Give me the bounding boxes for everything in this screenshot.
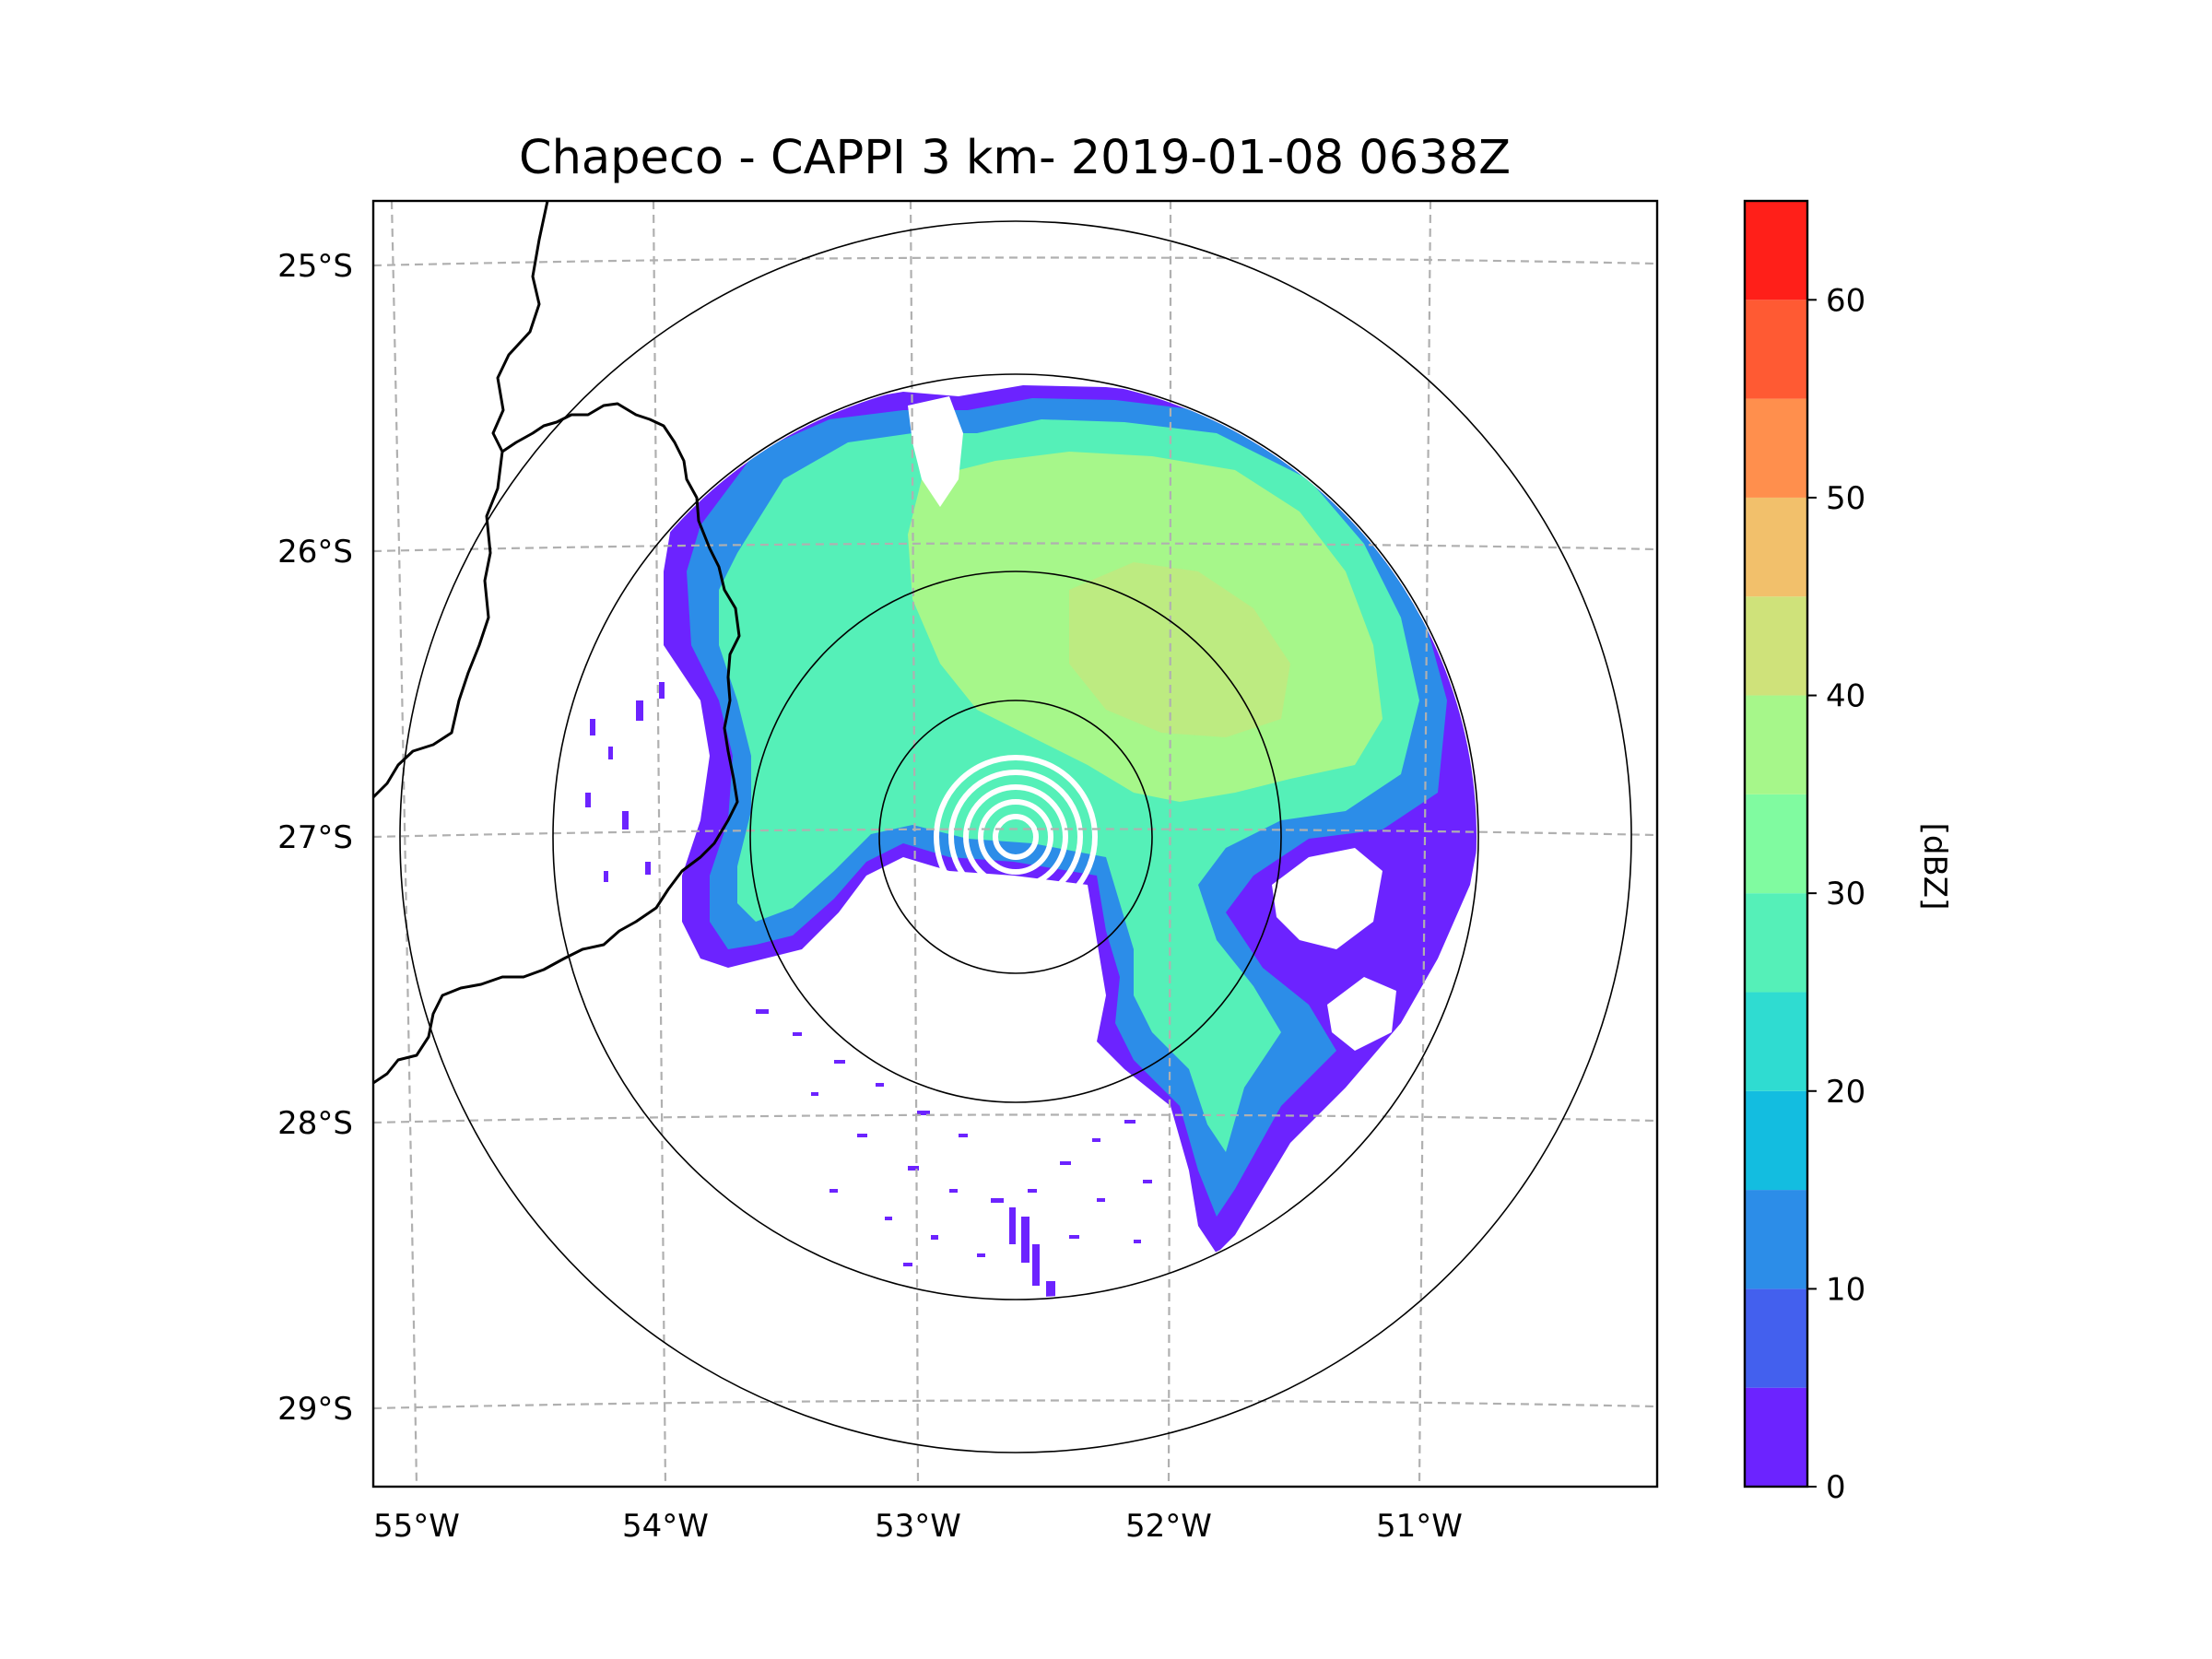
lon-tick-label: 53°W — [875, 1508, 961, 1545]
parallel-28s — [373, 1113, 1657, 1124]
colorbar-frame — [1743, 199, 1809, 1488]
echo-gap-east — [1272, 848, 1382, 949]
speckle-echoes — [585, 682, 1152, 1298]
colorbar-tick-label: 20 — [1826, 1074, 1865, 1111]
border-argentina-paraguay — [373, 201, 549, 799]
echo-gap-southeast — [1327, 977, 1396, 1051]
range-ring-4 — [399, 220, 1632, 1453]
colorbar-tick-label: 60 — [1826, 282, 1865, 319]
lat-tick-label: 25°S — [277, 248, 353, 285]
colorbar-level — [1745, 695, 1807, 794]
echo-gap-north — [908, 396, 963, 507]
colorbar-level — [1745, 1387, 1807, 1487]
colorbar-tick-label: 30 — [1826, 876, 1865, 912]
colorbar-level — [1745, 1190, 1807, 1289]
lat-tick-label: 26°S — [277, 534, 353, 571]
clutter-rings — [934, 755, 1098, 919]
latitude-labels: 25°S 26°S 27°S 28°S 29°S — [277, 248, 353, 1428]
reflectivity-field — [585, 385, 1477, 1298]
lon-tick-label: 51°W — [1376, 1508, 1463, 1545]
colorbar-level — [1745, 201, 1807, 300]
parallel-27s — [373, 828, 1657, 839]
range-ring-2 — [749, 571, 1282, 1103]
range-ring-3 — [552, 373, 1479, 1300]
echo-core — [1069, 562, 1290, 737]
parallel-25s — [373, 256, 1657, 267]
colorbar-level — [1745, 794, 1807, 894]
colorbar-level — [1745, 893, 1807, 993]
map-panel: 55°W 54°W 53°W 52°W 51°W 25°S 26°S 27°S 28°S 29°… — [277, 199, 1659, 1545]
longitude-labels: 55°W 54°W 53°W 52°W 51°W — [373, 1508, 1463, 1545]
range-ring-1 — [878, 700, 1153, 974]
colorbar-level — [1745, 596, 1807, 696]
range-rings — [399, 220, 1632, 1453]
parallel-26s — [373, 542, 1657, 553]
colorbar-tick-label: 50 — [1826, 480, 1865, 517]
colorbar-level — [1745, 1090, 1807, 1191]
graticule — [373, 201, 1657, 1487]
chart-title: Chapeco - CAPPI 3 km- 2019-01-08 0638Z — [519, 131, 1511, 185]
colorbar-level — [1745, 300, 1807, 399]
political-borders — [373, 201, 741, 1085]
colorbar: 0 10 20 30 40 50 60 — [1743, 199, 1865, 1506]
colorbar-level — [1745, 497, 1807, 597]
border-brazil-argentina — [373, 402, 741, 1085]
colorbar-level — [1745, 1288, 1807, 1388]
lat-tick-label: 27°S — [277, 819, 353, 856]
lon-tick-label: 54°W — [622, 1508, 709, 1545]
colorbar-level — [1745, 992, 1807, 1091]
colorbar-level — [1745, 398, 1807, 498]
colorbar-tick-label: 40 — [1826, 678, 1865, 715]
colorbar-tick-label: 0 — [1826, 1469, 1846, 1506]
parallel-29s — [373, 1399, 1657, 1410]
colorbar-label: [dBZ] — [1916, 823, 1953, 911]
colorbar-tick-label: 10 — [1826, 1271, 1865, 1308]
lon-tick-label: 52°W — [1125, 1508, 1212, 1545]
lat-tick-label: 29°S — [277, 1391, 353, 1428]
lon-tick-label: 55°W — [373, 1508, 460, 1545]
map-frame — [371, 199, 1659, 1488]
lat-tick-label: 28°S — [277, 1105, 353, 1142]
